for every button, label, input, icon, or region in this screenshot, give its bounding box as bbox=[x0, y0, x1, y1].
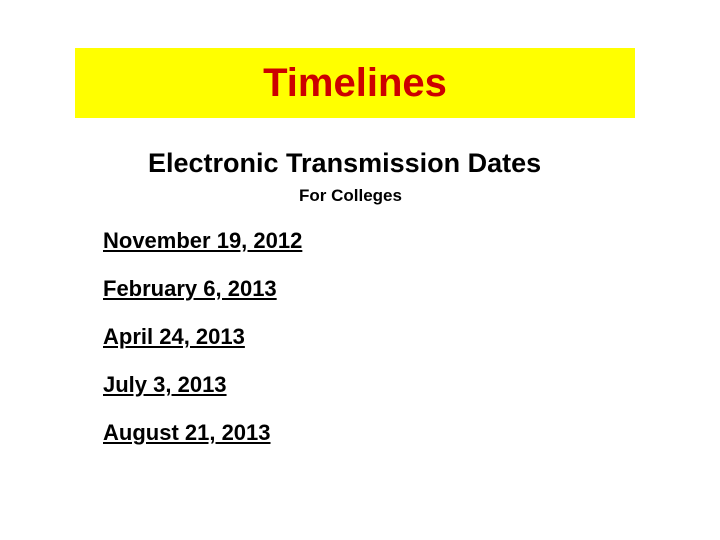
date-item: November 19, 2012 bbox=[103, 228, 302, 254]
date-item: February 6, 2013 bbox=[103, 276, 277, 302]
title-band: Timelines bbox=[75, 48, 635, 118]
title-text: Timelines bbox=[263, 61, 447, 106]
slide: Timelines Electronic Transmission Dates … bbox=[0, 0, 720, 540]
date-item: April 24, 2013 bbox=[103, 324, 245, 350]
subtitle-for-colleges: For Colleges bbox=[299, 186, 402, 206]
subtitle: Electronic Transmission Dates bbox=[148, 148, 541, 179]
date-item: July 3, 2013 bbox=[103, 372, 227, 398]
date-item: August 21, 2013 bbox=[103, 420, 271, 446]
